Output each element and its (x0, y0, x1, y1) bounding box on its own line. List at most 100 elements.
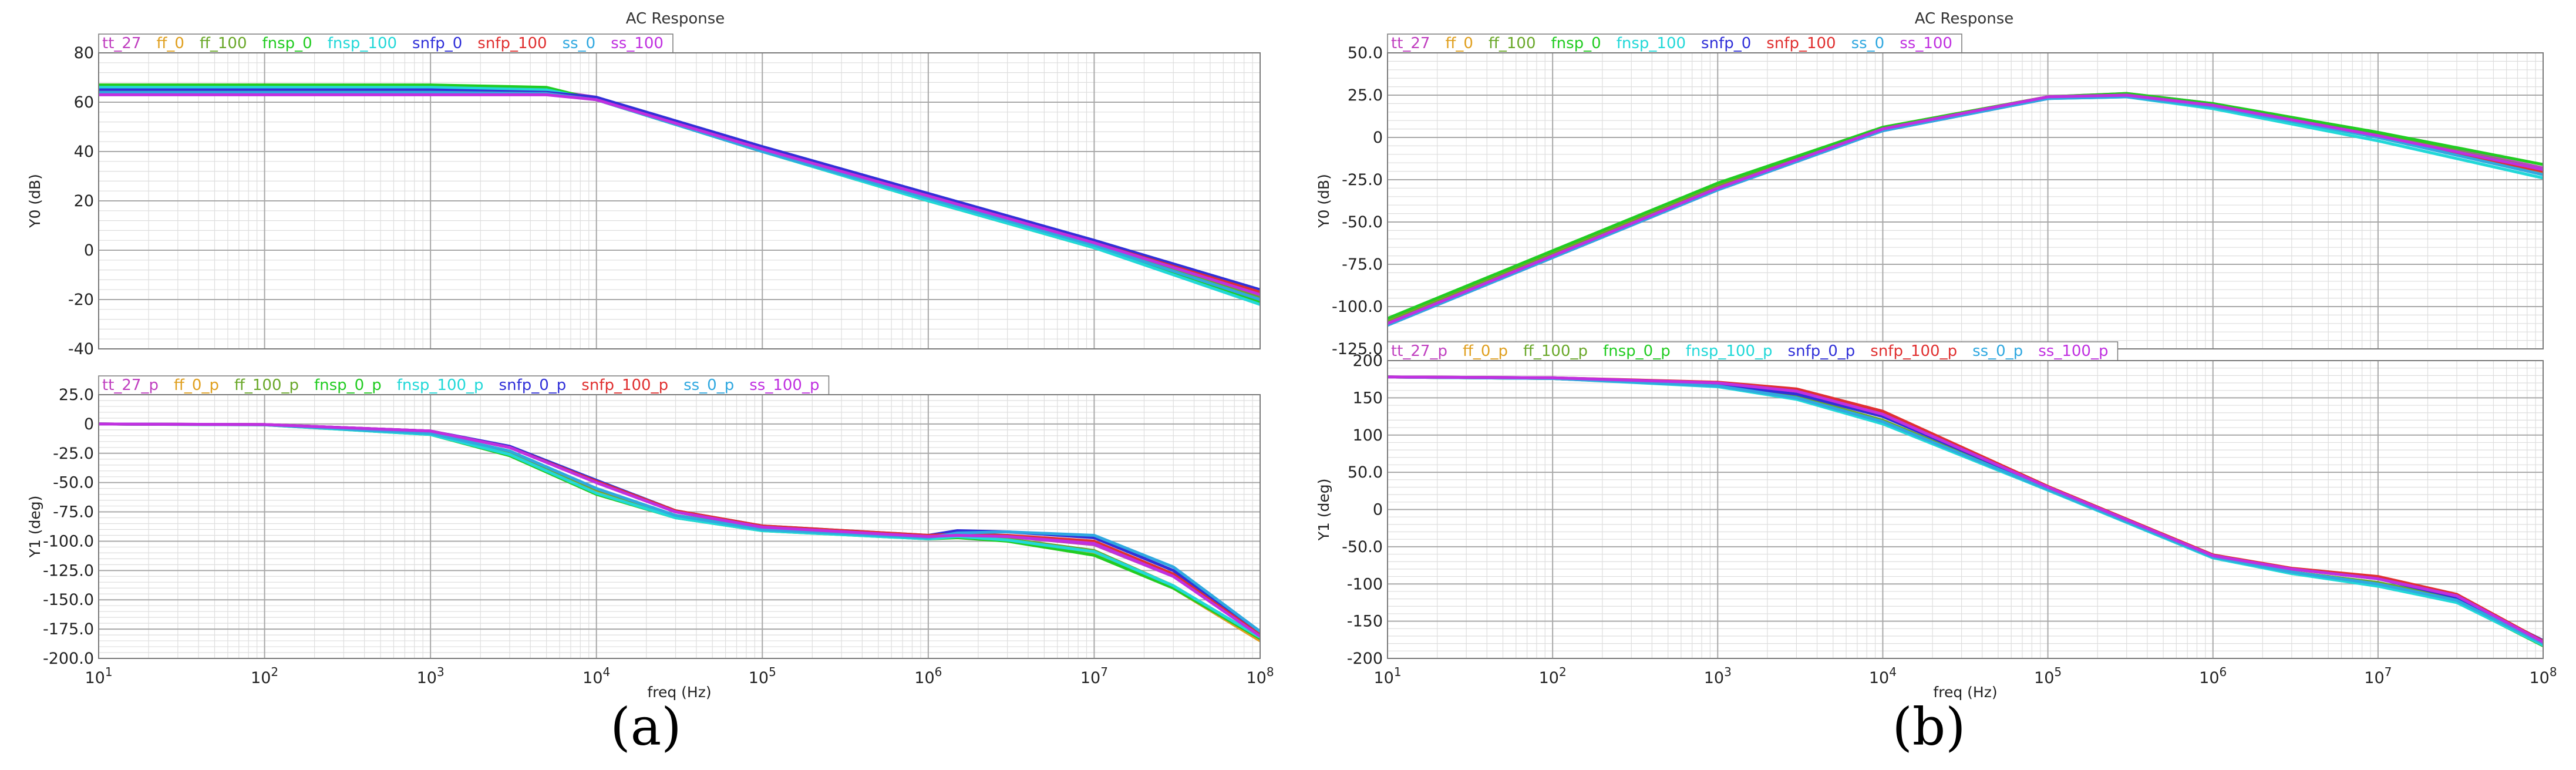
x-tick-exponent: 8 (1267, 665, 1274, 679)
x-tick-exponent: 6 (2220, 665, 2227, 679)
x-tick-exponent: 3 (437, 665, 445, 679)
y-axis-label: Y1 (deg) (1315, 479, 1332, 542)
x-tick-exponent: 5 (769, 665, 776, 679)
plot-frame (1387, 52, 2544, 349)
y-tick-label: -20 (68, 291, 94, 309)
x-tick-exponent: 1 (105, 665, 113, 679)
series-line-fnsp_0 (1388, 92, 2543, 320)
y-tick-label: -50.0 (1342, 213, 1383, 231)
x-tick-label: 106 (2199, 665, 2227, 687)
legend-entry-fnsp_0_p: fnsp_0_p (1603, 342, 1671, 360)
series-line-ff_100_p (1388, 375, 2543, 646)
y-tick-label: -40 (68, 340, 94, 358)
y-tick-label: -200 (1347, 650, 1383, 668)
legend-entry-ff_100_p: ff_100_p (234, 376, 299, 394)
series-line-snfp_0_p (99, 422, 1260, 634)
y-axis-label: Y0 (dB) (26, 174, 43, 228)
legend-entry-tt_27_p: tt_27_p (1391, 342, 1447, 360)
x-tick-label: 108 (2529, 665, 2557, 687)
legend-entry-snfp_0_p: snfp_0_p (499, 376, 567, 394)
series-line-fnsp_100_p (1388, 375, 2543, 647)
legend-entry-snfp_100: snfp_100 (1766, 35, 1836, 52)
series-line-fnsp_0 (99, 83, 1260, 304)
legend-entry-fnsp_100_p: fnsp_100_p (397, 376, 484, 394)
legend-entry-snfp_100_p: snfp_100_p (581, 376, 668, 394)
x-tick-base: 10 (914, 669, 934, 687)
x-tick-base: 10 (2529, 669, 2549, 687)
legend-entry-ss_0: ss_0 (563, 35, 596, 52)
y-tick-label: -75.0 (1342, 255, 1383, 274)
y-tick-label: -50.0 (53, 474, 94, 492)
subplot-bottom: -200.0 -175.0 -150.0 -125.0 -100.0 -75.0 -50.0… (26, 375, 1261, 668)
x-tick-base: 10 (2199, 669, 2219, 687)
chart-panel-b: AC Response -125.0 -100.0 -75.0 -50.0 -25.0 0 2… (1315, 10, 2557, 757)
y-tick-label: -50.0 (1342, 538, 1383, 556)
chart-title: AC Response (1915, 10, 2014, 28)
y-axis-label: Y1 (deg) (26, 496, 43, 559)
legend-entry-ss_100: ss_100 (1900, 35, 1952, 52)
series-line-tt_27 (1388, 92, 2543, 325)
y-tick-label: 150 (1352, 389, 1383, 407)
series-line-ss_100 (1388, 93, 2543, 325)
legend-entry-ss_100: ss_100 (611, 35, 664, 52)
x-tick-label: 102 (1539, 665, 1567, 687)
y-tick-label: -25.0 (53, 445, 94, 463)
x-tick-exponent: 7 (2385, 665, 2392, 679)
x-tick-base: 10 (1539, 669, 1559, 687)
x-tick-base: 10 (582, 669, 602, 687)
x-tick-label: 104 (1869, 665, 1897, 687)
y-tick-label: -150 (1347, 613, 1383, 631)
series-group (99, 83, 1260, 306)
legend-entry-fnsp_0: fnsp_0 (262, 35, 312, 52)
x-tick-base: 10 (1246, 669, 1266, 687)
series-line-ff_0_p (1388, 375, 2543, 647)
legend-entry-snfp_100_p: snfp_100_p (1870, 342, 1957, 360)
y-tick-label: 200 (1352, 352, 1383, 370)
x-tick-base: 10 (749, 669, 769, 687)
y-tick-label: 100 (1352, 426, 1383, 445)
series-group (99, 422, 1260, 643)
x-axis-label: freq (Hz) (647, 684, 711, 701)
plot-frame (98, 52, 1261, 349)
series-line-ff_0 (99, 83, 1260, 301)
legend-entry-tt_27: tt_27 (102, 35, 141, 52)
legend-entry-ss_0_p: ss_0_p (683, 376, 734, 394)
x-tick-label: 103 (1704, 665, 1732, 687)
y-tick-label: 25.0 (59, 386, 94, 404)
series-line-fnsp_0_p (99, 422, 1260, 640)
legend-entry-fnsp_100_p: fnsp_100_p (1686, 342, 1773, 360)
y-tick-label: -200.0 (43, 650, 94, 668)
x-tick-base: 10 (1704, 669, 1724, 687)
series-line-fnsp_0_p (1388, 375, 2543, 647)
y-tick-label: -100.0 (1332, 298, 1383, 316)
legend-entry-tt_27_p: tt_27_p (102, 376, 159, 394)
legend-entry-ss_100_p: ss_100_p (749, 376, 819, 394)
x-tick-exponent: 2 (271, 665, 278, 679)
legend-entry-ff_0: ff_0 (156, 35, 184, 52)
x-tick-label: 101 (85, 665, 112, 687)
x-tick-label: 108 (1246, 665, 1274, 687)
x-tick-label: 102 (251, 665, 278, 687)
legend-entry-snfp_0: snfp_0 (412, 35, 462, 52)
x-tick-label: 105 (749, 665, 776, 687)
x-tick-base: 10 (2364, 669, 2384, 687)
panel-caption: (a) (610, 697, 681, 757)
x-axis-label: freq (Hz) (1933, 684, 1997, 701)
series-line-snfp_0_p (1388, 375, 2543, 642)
legend-entry-ff_0: ff_0 (1445, 35, 1473, 52)
y-tick-label: -175.0 (43, 620, 94, 638)
legend-entry-ss_0_p: ss_0_p (1972, 342, 2023, 360)
x-tick-exponent: 3 (1724, 665, 1732, 679)
legend-entry-ss_100_p: ss_100_p (2038, 342, 2108, 360)
legend-entry-ff_0_p: ff_0_p (174, 376, 219, 394)
legend-entry-ss_0: ss_0 (1851, 35, 1885, 52)
x-tick-label: 106 (914, 665, 942, 687)
x-tick-exponent: 5 (2054, 665, 2062, 679)
legend-entry-snfp_0_p: snfp_0_p (1788, 342, 1856, 360)
y-tick-label: 0 (84, 241, 94, 260)
x-tick-label: 105 (2034, 665, 2062, 687)
x-tick-exponent: 2 (1559, 665, 1567, 679)
x-tick-base: 10 (1373, 669, 1393, 687)
x-tick-exponent: 6 (935, 665, 942, 679)
